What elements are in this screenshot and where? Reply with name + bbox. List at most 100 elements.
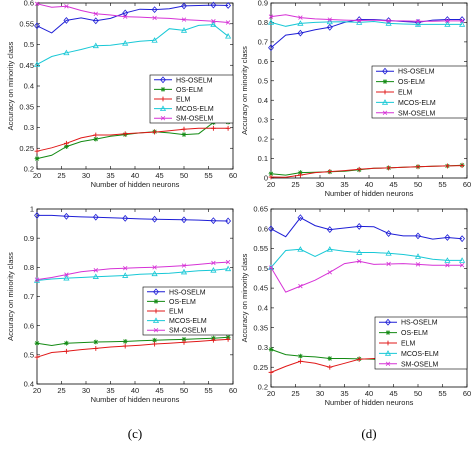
y-tick-label: 0.4 xyxy=(258,303,268,312)
data-point-sm-oselm xyxy=(211,19,216,24)
series-line-sm-oselm xyxy=(36,261,229,281)
x-axis-label: Number of hidden neurons xyxy=(325,398,414,407)
data-point-sm-oselm xyxy=(152,15,157,21)
x-axis-label: Number of hidden neurons xyxy=(91,180,180,189)
data-point-mcos-elm xyxy=(326,18,333,25)
series-line-mcos-elm xyxy=(36,24,229,65)
x-tick-label: 40 xyxy=(365,180,373,189)
x-tick-label: 45 xyxy=(155,171,163,180)
x-tick-label: 60 xyxy=(229,171,237,180)
y-tick-label: 0.65 xyxy=(253,205,268,214)
legend-label-elm: ELM xyxy=(401,341,416,348)
legend-label-elm: ELM xyxy=(176,97,191,104)
data-point-hs-oselm xyxy=(63,17,70,24)
legend-marker-sm-oselm xyxy=(385,361,391,367)
y-tick-label: 0.55 xyxy=(19,19,34,28)
y-tick-label: 0.45 xyxy=(253,284,268,293)
data-point-hs-oselm xyxy=(268,44,274,52)
legend-label-hs-oselm: HS-OSELM xyxy=(176,77,213,84)
data-point-sm-oselm xyxy=(93,268,99,273)
data-point-elm xyxy=(122,343,128,349)
legend-label-sm-oselm: SM-OSELM xyxy=(398,110,436,117)
y-tick-label: 0.35 xyxy=(19,102,34,111)
data-point-sm-oselm xyxy=(181,17,187,22)
series-line-sm-oselm xyxy=(270,260,463,293)
data-point-hs-oselm xyxy=(459,235,466,243)
data-point-mcos-elm xyxy=(356,249,363,255)
data-point-os-elm xyxy=(298,353,303,359)
x-tick-label: 60 xyxy=(463,180,471,189)
data-point-os-elm xyxy=(298,170,303,175)
legend-label-os-elm: OS-ELM xyxy=(176,87,203,94)
data-point-elm xyxy=(93,346,99,351)
data-point-hs-oselm xyxy=(122,214,129,222)
data-point-elm xyxy=(268,369,274,375)
data-point-os-elm xyxy=(93,136,99,142)
data-point-mcos-elm xyxy=(385,20,392,26)
x-tick-label: 30 xyxy=(316,180,324,189)
x-tick-label: 45 xyxy=(155,386,163,395)
data-point-hs-oselm xyxy=(34,22,40,30)
data-point-hs-oselm xyxy=(415,232,421,240)
data-point-sm-oselm xyxy=(356,18,362,23)
series-line-mcos-elm xyxy=(36,268,229,281)
y-tick-label: 0.8 xyxy=(258,18,268,27)
legend-marker-os-elm xyxy=(160,87,166,92)
data-point-mcos-elm xyxy=(297,246,304,252)
data-point-elm xyxy=(152,341,157,347)
x-tick-label: 55 xyxy=(438,180,446,189)
x-tick-label: 55 xyxy=(204,171,212,180)
data-point-sm-oselm xyxy=(211,260,216,266)
data-point-sm-oselm xyxy=(356,259,362,264)
data-point-os-elm xyxy=(268,171,274,177)
data-point-mcos-elm xyxy=(459,21,466,27)
series-line-sm-oselm xyxy=(36,3,229,23)
data-point-hs-oselm xyxy=(297,29,304,37)
legend-marker-hs-oselm xyxy=(153,288,159,296)
data-point-sm-oselm xyxy=(415,262,421,267)
legend-marker-sm-oselm xyxy=(153,327,159,333)
x-tick-label: 25 xyxy=(291,180,299,189)
data-point-elm xyxy=(356,356,362,362)
data-point-os-elm xyxy=(34,156,40,162)
data-point-sm-oselm xyxy=(225,20,231,25)
series-line-hs-oselm xyxy=(270,19,463,49)
data-point-mcos-elm xyxy=(122,40,129,46)
data-point-hs-oselm xyxy=(63,212,70,220)
legend-label-sm-oselm: SM-OSELM xyxy=(401,361,439,368)
data-point-hs-oselm xyxy=(151,215,158,223)
data-point-sm-oselm xyxy=(268,14,274,19)
y-axis-label: Accuracy on minority class xyxy=(6,41,15,130)
data-point-sm-oselm xyxy=(181,263,187,268)
chart-panel-c: 20 25 30 35 40 45 50 55 60 0.4 0.5 0.6 0.7 0.8 0.9 1 Num… xyxy=(6,205,237,441)
x-tick-label: 40 xyxy=(365,389,373,398)
data-point-sm-oselm xyxy=(64,4,69,9)
data-point-elm xyxy=(34,148,40,154)
legend-marker-mcos-elm xyxy=(159,105,167,111)
legend-label-os-elm: OS-ELM xyxy=(169,299,196,306)
x-tick-label: 35 xyxy=(106,171,114,180)
chart-panel-b: 20 25 30 35 40 45 50 55 60 0 0.1 0.2 0.3 0.4 0.5 0.6 0.7… xyxy=(240,0,471,228)
data-point-sm-oselm xyxy=(298,15,303,20)
data-point-hs-oselm xyxy=(268,225,274,233)
data-point-mcos-elm xyxy=(297,20,304,26)
data-point-sm-oselm xyxy=(386,18,391,24)
y-tick-label: 0.4 xyxy=(24,380,34,389)
data-point-elm xyxy=(64,348,69,354)
y-tick-label: 0.25 xyxy=(253,363,268,372)
data-point-sm-oselm xyxy=(122,266,128,271)
y-tick-label: 0.6 xyxy=(258,224,268,233)
data-point-hs-oselm xyxy=(385,230,392,237)
data-point-elm xyxy=(152,129,157,135)
data-point-mcos-elm xyxy=(210,267,217,273)
y-axis-label: Accuracy on minority class xyxy=(6,252,15,341)
data-point-hs-oselm xyxy=(92,17,99,25)
data-point-sm-oselm xyxy=(152,265,157,270)
data-point-elm xyxy=(181,126,187,132)
data-point-sm-oselm xyxy=(386,261,391,267)
legend-label-mcos-elm: MCOS-ELM xyxy=(176,106,214,113)
data-point-mcos-elm xyxy=(225,32,232,39)
legend-label-sm-oselm: SM-OSELM xyxy=(176,116,214,123)
data-point-mcos-elm xyxy=(444,21,451,27)
